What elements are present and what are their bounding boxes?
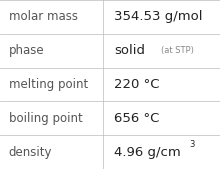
Text: (at STP): (at STP) [161,46,193,55]
Text: 656 °C: 656 °C [114,112,160,125]
Text: molar mass: molar mass [9,10,78,23]
Text: 3: 3 [189,140,194,149]
Text: phase: phase [9,44,44,57]
Text: 220 °C: 220 °C [114,78,160,91]
Text: melting point: melting point [9,78,88,91]
Text: density: density [9,146,52,159]
Text: 4.96 g/cm: 4.96 g/cm [114,146,181,159]
Text: solid: solid [114,44,145,57]
Text: 354.53 g/mol: 354.53 g/mol [114,10,203,23]
Text: boiling point: boiling point [9,112,82,125]
